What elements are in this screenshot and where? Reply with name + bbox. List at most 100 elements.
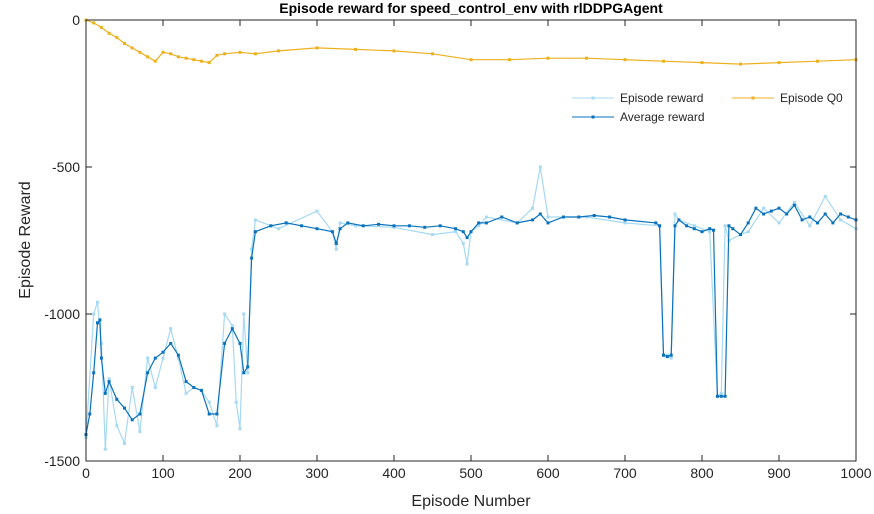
data-point bbox=[500, 215, 504, 219]
data-point bbox=[746, 230, 750, 234]
data-point bbox=[508, 58, 511, 62]
x-tick-label: 500 bbox=[459, 465, 483, 481]
data-point bbox=[338, 227, 342, 231]
data-point bbox=[207, 61, 211, 65]
data-point bbox=[715, 394, 719, 398]
data-point bbox=[246, 365, 250, 369]
y-axis: 0 -500 -1000 -1500 bbox=[44, 12, 856, 469]
x-tick-label: 800 bbox=[690, 465, 714, 481]
data-point bbox=[461, 241, 465, 245]
data-point bbox=[538, 165, 542, 169]
data-point bbox=[130, 386, 134, 389]
data-point bbox=[223, 52, 227, 56]
data-point bbox=[484, 215, 488, 219]
data-point bbox=[708, 227, 712, 231]
data-point bbox=[215, 424, 219, 428]
data-point bbox=[454, 227, 458, 231]
data-point bbox=[831, 221, 835, 225]
x-tick-label: 600 bbox=[536, 465, 560, 481]
data-point bbox=[169, 341, 173, 345]
data-point bbox=[161, 50, 165, 54]
plot-area bbox=[84, 18, 858, 451]
data-point bbox=[234, 400, 238, 404]
data-point bbox=[816, 221, 819, 225]
data-point bbox=[107, 377, 111, 381]
data-point bbox=[561, 215, 565, 219]
data-point bbox=[712, 228, 715, 232]
legend-marker-average-reward bbox=[591, 115, 595, 119]
data-point bbox=[577, 215, 581, 219]
data-point bbox=[377, 222, 381, 226]
data-point bbox=[654, 221, 658, 225]
data-point bbox=[98, 318, 102, 322]
data-point bbox=[315, 209, 319, 213]
data-point bbox=[130, 418, 134, 422]
data-point bbox=[469, 230, 473, 234]
data-point bbox=[246, 371, 250, 375]
x-tick-label: 300 bbox=[305, 465, 329, 481]
data-point bbox=[477, 221, 481, 225]
data-point bbox=[608, 215, 612, 219]
data-point bbox=[330, 230, 334, 234]
data-point bbox=[777, 61, 781, 65]
series-average-reward bbox=[84, 203, 858, 436]
data-point bbox=[431, 233, 434, 237]
data-point bbox=[769, 209, 773, 213]
y-axis-label: Episode Reward bbox=[17, 181, 34, 298]
data-point bbox=[762, 212, 766, 216]
data-point bbox=[238, 427, 242, 431]
data-point bbox=[484, 221, 488, 225]
data-point bbox=[700, 230, 704, 234]
legend-label-episode-reward: Episode reward bbox=[620, 91, 703, 105]
data-point bbox=[708, 230, 712, 234]
data-point bbox=[800, 218, 804, 222]
data-point bbox=[146, 55, 150, 59]
data-point bbox=[284, 221, 288, 225]
data-point bbox=[465, 262, 469, 266]
data-point bbox=[176, 356, 180, 360]
y-tick-label: 0 bbox=[72, 12, 80, 28]
data-point bbox=[762, 206, 766, 210]
data-point bbox=[777, 206, 781, 210]
data-point bbox=[161, 356, 165, 360]
data-point bbox=[392, 49, 396, 53]
data-point bbox=[300, 224, 304, 228]
series-episode-reward bbox=[84, 165, 858, 451]
data-point bbox=[238, 50, 242, 54]
axes-box bbox=[85, 19, 857, 462]
data-point bbox=[531, 218, 535, 222]
x-axis: 0 100 200 300 400 500 600 700 800 900 1000 bbox=[82, 20, 872, 481]
x-tick-label: 1000 bbox=[840, 465, 871, 481]
data-point bbox=[839, 218, 843, 222]
data-point bbox=[338, 221, 342, 225]
data-point bbox=[230, 324, 234, 328]
data-point bbox=[238, 341, 242, 345]
data-point bbox=[123, 406, 126, 410]
data-point bbox=[334, 247, 338, 251]
data-point bbox=[223, 312, 227, 316]
y-tick-label: -500 bbox=[52, 159, 80, 175]
data-point bbox=[623, 218, 627, 222]
data-point bbox=[115, 397, 119, 401]
data-point bbox=[677, 218, 681, 222]
data-point bbox=[200, 388, 203, 392]
data-point bbox=[438, 224, 442, 228]
data-point bbox=[354, 224, 357, 228]
series-line-episode-reward bbox=[85, 166, 857, 450]
data-point bbox=[250, 247, 254, 251]
data-point bbox=[153, 356, 157, 360]
data-point bbox=[223, 341, 227, 345]
data-point bbox=[107, 31, 111, 35]
data-point bbox=[277, 49, 280, 53]
data-point bbox=[823, 212, 827, 216]
data-point bbox=[146, 356, 150, 360]
data-point bbox=[665, 355, 669, 359]
data-point bbox=[669, 356, 673, 360]
data-point bbox=[531, 206, 535, 210]
x-axis-label: Episode Number bbox=[411, 493, 531, 510]
data-point bbox=[685, 224, 689, 228]
data-point bbox=[538, 212, 542, 216]
data-point bbox=[207, 412, 211, 416]
data-point bbox=[123, 441, 126, 445]
data-point bbox=[658, 224, 662, 228]
